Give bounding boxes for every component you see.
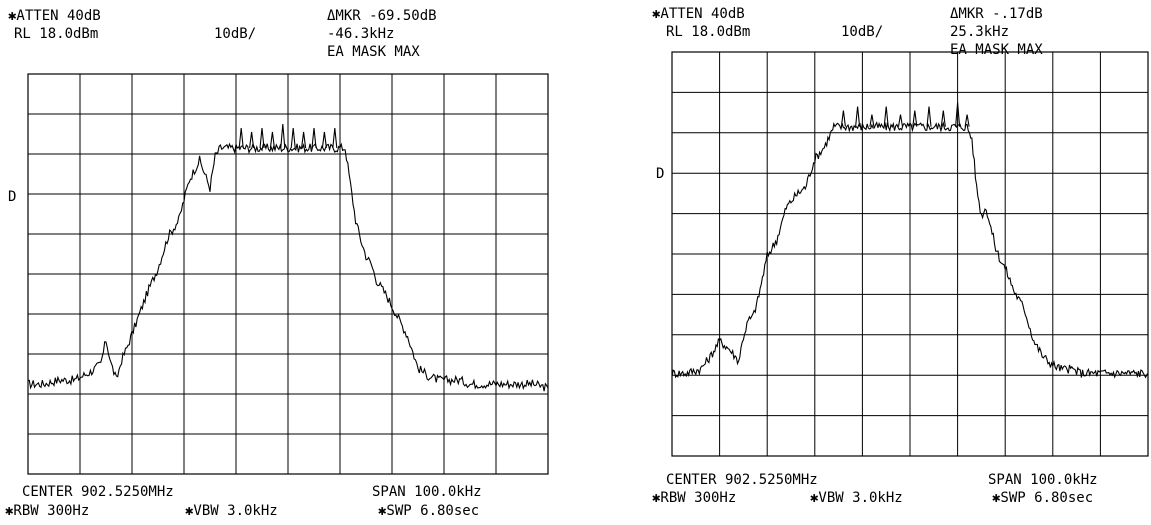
trace-peak <box>249 131 255 149</box>
rbw-label: ✱RBW 300Hz <box>652 490 736 506</box>
spectrum-trace <box>671 121 1149 379</box>
spectrum-chart-left: ✱ATTEN 40dB RL 18.0dBm 10dB/ ΔMKR -69.50… <box>5 8 549 519</box>
trace-peak <box>280 123 286 149</box>
vbw-label: ✱VBW 3.0kHz <box>810 490 903 506</box>
display-line-marker: D <box>8 189 16 205</box>
vbw-label: ✱VBW 3.0kHz <box>185 503 278 519</box>
trace-peak <box>926 106 932 127</box>
trace-peak <box>940 110 946 127</box>
trace-peak <box>332 127 338 149</box>
sweep-label: ✱SWP 6.80sec <box>992 490 1093 506</box>
delta-frequency-label: 25.3kHz <box>950 24 1009 40</box>
rbw-label: ✱RBW 300Hz <box>5 503 89 519</box>
trace-peak <box>238 127 244 149</box>
trace-peak <box>321 131 327 149</box>
delta-marker-label: ΔMKR -69.50dB <box>327 8 437 24</box>
trace-peak <box>883 106 889 127</box>
trace-peak <box>259 127 265 149</box>
trace-peak <box>897 114 904 127</box>
spectrum-trace <box>27 142 549 392</box>
display-line-marker: D <box>656 166 664 182</box>
reference-level-label: RL 18.0dBm <box>666 24 750 40</box>
trace-peak <box>912 110 918 127</box>
atten-label: ✱ATTEN 40dB <box>652 6 745 22</box>
trace-peak <box>840 110 846 127</box>
atten-label: ✱ATTEN 40dB <box>8 8 101 24</box>
scale-label: 10dB/ <box>841 24 883 40</box>
trace-peak <box>955 102 961 127</box>
scale-label: 10dB/ <box>214 26 256 42</box>
reference-level-label: RL 18.0dBm <box>14 26 98 42</box>
trace-peak <box>311 127 317 149</box>
center-frequency-label: CENTER 902.5250MHz <box>22 484 174 500</box>
mask-label: EA MASK MAX <box>327 44 420 60</box>
trace-peak <box>855 106 861 127</box>
analyzer-panel-left: ✱ATTEN 40dB RL 18.0dBm 10dB/ ΔMKR -69.50… <box>0 0 560 525</box>
spectrum-chart-right: ✱ATTEN 40dB RL 18.0dBm 10dB/ ΔMKR -.17dB… <box>652 6 1149 506</box>
trace-peak <box>301 131 307 149</box>
center-frequency-label: CENTER 902.5250MHz <box>666 472 818 488</box>
span-label: SPAN 100.0kHz <box>988 472 1098 488</box>
trace-peak <box>290 127 296 149</box>
sweep-label: ✱SWP 6.80sec <box>378 503 479 519</box>
span-label: SPAN 100.0kHz <box>372 484 482 500</box>
delta-frequency-label: -46.3kHz <box>327 26 394 42</box>
trace-peak <box>869 114 875 127</box>
trace-peak <box>964 114 970 127</box>
delta-marker-label: ΔMKR -.17dB <box>950 6 1043 22</box>
mask-label: EA MASK MAX <box>950 42 1043 58</box>
analyzer-panel-right: ✱ATTEN 40dB RL 18.0dBm 10dB/ ΔMKR -.17dB… <box>648 0 1151 525</box>
trace-peak <box>269 131 275 149</box>
